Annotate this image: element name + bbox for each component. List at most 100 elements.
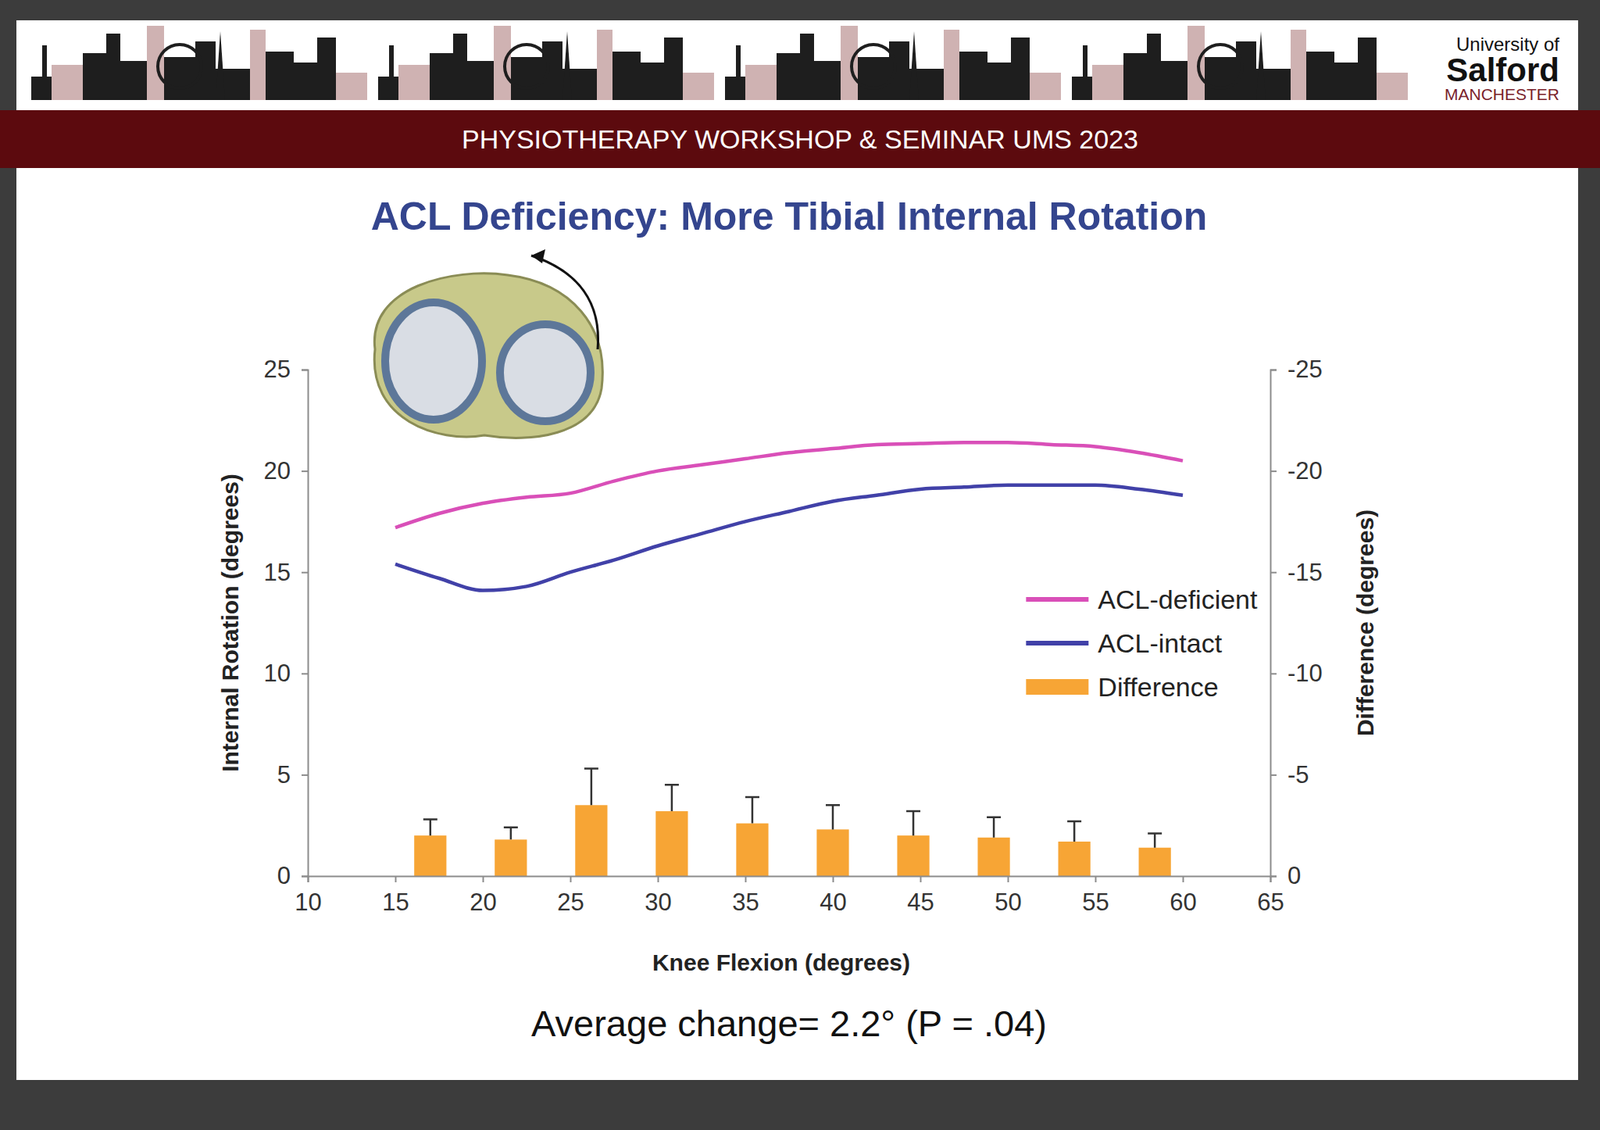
tick: 0 (1270, 861, 1301, 890)
background (0, 0, 1600, 1130)
tick-label: 45 (907, 888, 934, 916)
tick: 10 (264, 659, 308, 687)
difference-bar (977, 837, 1010, 876)
difference-bar (735, 823, 768, 876)
skyline-building (1187, 25, 1205, 100)
skyline-building (378, 76, 399, 100)
skyline-building (1376, 72, 1408, 100)
tick-mark (1095, 875, 1097, 883)
error-bar (503, 827, 518, 840)
tibia-plateau (374, 273, 603, 438)
tick-label: -15 (1287, 558, 1323, 586)
tick-label: 5 (277, 760, 291, 789)
tick-label: 40 (819, 888, 847, 916)
legend-label: ACL-deficient (1097, 584, 1258, 615)
error-bar (664, 784, 679, 811)
tick-mark (301, 369, 308, 372)
tick-label: 25 (557, 888, 584, 916)
tick-mark (482, 875, 485, 883)
error-bar (1067, 821, 1082, 842)
skyline-building (640, 62, 665, 100)
tick-label: 15 (382, 888, 409, 916)
tick-label: 0 (1287, 861, 1301, 890)
tick-mark (301, 875, 308, 878)
tick: 65 (1257, 875, 1284, 916)
tick-label: 10 (264, 659, 291, 687)
skyline-building (1146, 33, 1161, 100)
skyline-building (195, 41, 216, 100)
tick-label: 20 (264, 457, 291, 485)
skyline-building (51, 64, 83, 100)
tick: 25 (264, 355, 308, 383)
skyline-building (682, 72, 715, 100)
skyline-spire (1256, 31, 1266, 100)
banner-text: PHYSIOTHERAPY WORKSHOP & SEMINAR UMS 202… (461, 124, 1139, 154)
tick-mark (745, 875, 747, 883)
error-bar (423, 818, 438, 836)
skyline-spire (215, 31, 225, 100)
y-axis-title: Internal Rotation (degrees) (217, 473, 243, 772)
skyline-building (542, 41, 563, 100)
tick: 20 (264, 457, 308, 485)
skyline-building (725, 76, 746, 100)
tick: 0 (277, 861, 308, 890)
tick-label: 50 (994, 888, 1022, 916)
tick: 60 (1169, 875, 1197, 916)
error-bar (906, 810, 921, 836)
tick: -25 (1270, 355, 1323, 383)
skyline-building (1160, 60, 1188, 100)
tick-label: 60 (1169, 888, 1197, 916)
skyline-building (453, 33, 468, 100)
difference-bar (1139, 847, 1172, 876)
y-axis: 0510152025 (264, 355, 309, 890)
legend-swatch (1025, 640, 1089, 646)
tick-mark (1007, 875, 1010, 883)
tick-mark (1270, 672, 1277, 675)
tick: 40 (819, 875, 847, 916)
error-bar (745, 796, 760, 824)
tick-mark (657, 875, 660, 883)
slide-canvas: University ofSalfordMANCHESTERPHYSIOTHER… (0, 0, 1600, 1130)
banner-bar (0, 110, 1600, 168)
skyline-spire (562, 31, 572, 100)
tick-mark (1270, 774, 1277, 776)
legend-swatch (1025, 596, 1089, 602)
skyline-building (250, 29, 266, 100)
tick-label: 55 (1082, 888, 1109, 916)
error-bar (1147, 833, 1162, 848)
skyline-building (146, 25, 165, 100)
tick-mark (1270, 571, 1277, 574)
tick: 30 (644, 875, 672, 916)
skyline-spire (909, 31, 919, 100)
tick: -20 (1270, 457, 1323, 485)
skyline-building (493, 25, 511, 100)
skyline-building (265, 51, 294, 100)
tick: 5 (277, 760, 308, 789)
skyline-building (1092, 64, 1124, 100)
tick: 45 (907, 875, 934, 916)
skyline-building (398, 64, 430, 100)
legend-label: Difference (1097, 671, 1218, 702)
tick-label: -20 (1287, 457, 1323, 485)
skyline-building (814, 60, 841, 100)
tick-label: 65 (1257, 888, 1284, 916)
legend-item: ACL-deficient (1025, 584, 1258, 615)
skyline-building (510, 57, 543, 100)
difference-bar (575, 804, 608, 876)
legend-label: ACL-intact (1097, 628, 1222, 658)
legend: ACL-deficient ACL-intact Difference (1025, 584, 1258, 702)
skyline-building (42, 45, 47, 100)
tick-label: 0 (277, 861, 291, 890)
skyline-building (1071, 76, 1093, 100)
skyline-building (987, 62, 1011, 100)
skyline-building (959, 51, 988, 100)
tick-mark (570, 875, 572, 883)
skyline-building (335, 72, 368, 100)
skyline-building (82, 53, 107, 100)
skyline-building (106, 33, 121, 100)
x-axis: 101520253035404550556065 (294, 875, 1284, 916)
skyline-building (664, 37, 683, 100)
rotation-arrowhead (531, 249, 546, 264)
medial-insert (385, 302, 483, 420)
y2-axis: 0-5-10-15-20-25 (1270, 355, 1323, 890)
